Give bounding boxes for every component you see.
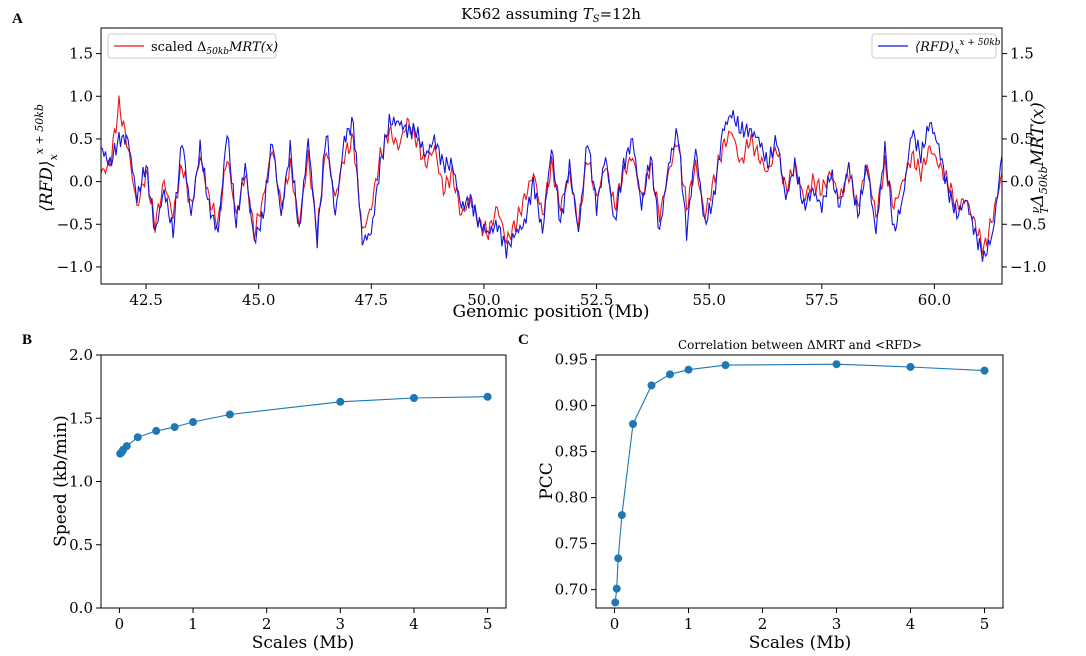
x-tick-label: 3 xyxy=(832,615,842,633)
panel-a-legend-left: scaled Δ50kbMRT(x) xyxy=(107,33,278,59)
y-tick-label: 0.85 xyxy=(555,443,588,461)
panel-a-title: K562 assuming TS=12h xyxy=(461,5,641,25)
y-right-tick-label: 1.0 xyxy=(1010,87,1034,105)
panel-a-xlabel: Genomic position (Mb) xyxy=(453,302,650,322)
y-tick-label: 1.0 xyxy=(69,87,93,105)
data-point xyxy=(906,362,915,371)
svg-text:νTΔ50kbMRT(x): νTΔ50kbMRT(x) xyxy=(1028,102,1051,213)
y-right-tick-label: 1.5 xyxy=(1010,45,1034,63)
x-tick-label: 0 xyxy=(610,615,620,633)
y-tick-label: 0.80 xyxy=(555,489,588,507)
panel-a-frame xyxy=(100,27,1003,285)
x-tick-label: 2 xyxy=(262,615,272,633)
series-blue-line xyxy=(100,109,1003,262)
x-tick-label: 52.5 xyxy=(580,291,613,309)
x-tick-label: 45.0 xyxy=(242,291,275,309)
data-point xyxy=(483,392,492,401)
y-tick-label: 0.5 xyxy=(69,130,93,148)
y-tick-label: 0.95 xyxy=(555,351,588,369)
x-tick-label: 4 xyxy=(906,615,916,633)
data-point xyxy=(409,394,418,403)
panel-a-legend-right: ⟨RFD⟩xx + 50kb xyxy=(871,33,1001,59)
panel-c-frame xyxy=(595,354,1004,609)
panel-label-a: A xyxy=(12,11,23,27)
data-point xyxy=(980,366,989,375)
y-tick-label: −0.5 xyxy=(57,215,93,233)
data-point xyxy=(336,397,345,406)
y-tick-label: 0.0 xyxy=(69,599,93,617)
panel-b-chart: 0 1 2 3 4 5 0.0 0.5 1.0 1.5 2.0 Scales (Mb) Speed… xyxy=(51,346,507,653)
y-tick-label: −1.0 xyxy=(57,258,93,276)
data-point xyxy=(684,365,693,374)
x-tick-label: 47.5 xyxy=(355,291,388,309)
data-point xyxy=(666,370,674,379)
y-right-tick-label: 0.5 xyxy=(1010,130,1034,148)
svg-text:⟨RFD⟩xx + 50kb: ⟨RFD⟩xx + 50kb xyxy=(33,104,60,212)
x-tick-label: 3 xyxy=(336,615,346,633)
y-tick-label: 1.5 xyxy=(69,45,93,63)
panel-c-xlabel: Scales (Mb) xyxy=(749,633,851,653)
x-tick-label: 50.0 xyxy=(467,291,500,309)
series-line xyxy=(614,363,985,603)
panel-a-chart: K562 assuming TS=12h 42.5 45.0 47.5 50.0 52.… xyxy=(33,5,1051,322)
x-tick-label: 4 xyxy=(409,615,419,633)
panel-label-c: C xyxy=(518,332,529,348)
data-point xyxy=(612,584,621,593)
panel-a-ylabel-right: νTΔ50kbMRT(x) xyxy=(1028,102,1051,213)
data-point xyxy=(189,418,198,427)
panel-c-chart: Correlation between ΔMRT and <RFD> 0 1 2 3 4… xyxy=(537,338,1004,653)
x-tick-label: 42.5 xyxy=(129,291,162,309)
data-point xyxy=(225,410,234,419)
y-right-tick-label: −1.0 xyxy=(1010,258,1046,276)
y-tick-label: 0.75 xyxy=(555,535,588,553)
data-point xyxy=(629,420,637,428)
x-tick-label: 5 xyxy=(483,615,493,633)
data-point xyxy=(152,426,161,435)
x-tick-label: 55.0 xyxy=(692,291,725,309)
data-point xyxy=(122,442,131,451)
panel-a-ylabel-left: ⟨RFD⟩xx + 50kb xyxy=(33,104,60,212)
data-point xyxy=(614,554,623,563)
x-tick-label: 57.5 xyxy=(805,291,838,309)
y-right-tick-label: −0.5 xyxy=(1010,215,1046,233)
panel-c-title: Correlation between ΔMRT and <RFD> xyxy=(678,338,922,352)
y-tick-label: 0.5 xyxy=(69,536,93,554)
data-point xyxy=(647,381,656,390)
panel-c-ylabel: PCC xyxy=(537,462,557,499)
y-tick-label: 1.0 xyxy=(69,473,93,491)
data-point xyxy=(170,423,179,432)
x-tick-label: 0 xyxy=(115,615,125,633)
panel-b-xlabel: Scales (Mb) xyxy=(252,633,354,653)
data-point xyxy=(611,598,620,607)
legend-blue-label: ⟨RFD⟩xx + 50kb xyxy=(915,38,1001,57)
x-tick-label: 60.0 xyxy=(918,291,951,309)
x-tick-label: 1 xyxy=(684,615,694,633)
y-tick-label: 0.70 xyxy=(555,581,588,599)
x-tick-label: 1 xyxy=(188,615,198,633)
data-point xyxy=(133,433,142,442)
panel-b-ylabel: Speed (kb/min) xyxy=(51,415,71,547)
y-tick-label: 0.90 xyxy=(555,397,588,415)
x-tick-label: 2 xyxy=(758,615,768,633)
data-point xyxy=(617,511,626,520)
y-tick-label: 0.0 xyxy=(69,173,93,191)
y-right-tick-label: 0.0 xyxy=(1010,173,1034,191)
series-red-line xyxy=(100,95,1003,255)
legend-red-label: scaled Δ50kbMRT(x) xyxy=(151,40,278,57)
x-tick-label: 5 xyxy=(980,615,990,633)
panel-label-b: B xyxy=(22,332,32,348)
y-tick-label: 2.0 xyxy=(69,346,93,364)
data-point xyxy=(832,360,841,369)
data-point xyxy=(721,361,730,370)
panel-b-frame xyxy=(100,354,507,609)
y-tick-label: 1.5 xyxy=(69,409,93,427)
